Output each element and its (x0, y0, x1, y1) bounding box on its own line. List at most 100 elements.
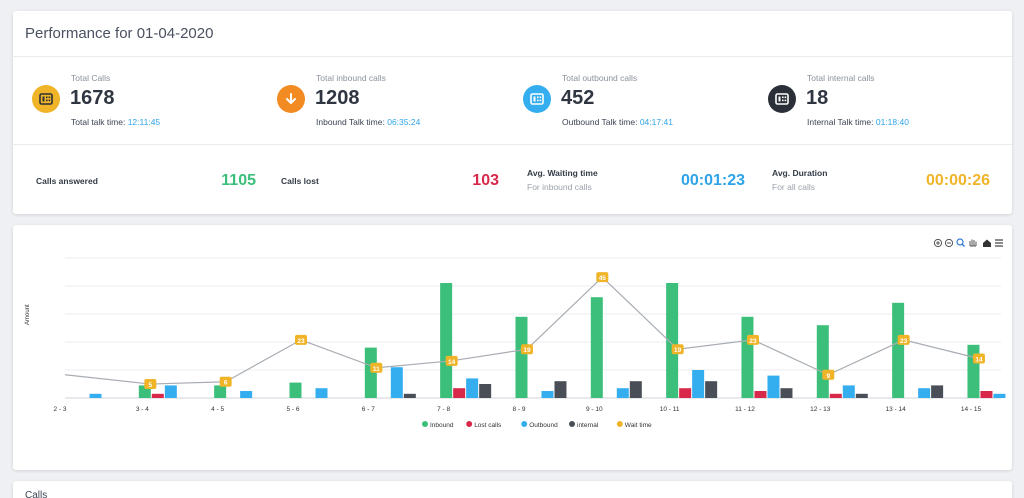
data-label: 23 (749, 338, 757, 345)
wait-time-marker (445, 355, 458, 366)
bar-outbound (466, 378, 479, 398)
stat-sub-value: 06:35:24 (387, 117, 421, 127)
zoom-in-icon[interactable] (933, 238, 943, 248)
legend-label: internal (577, 422, 599, 429)
chart-toolbar (933, 238, 1003, 248)
x-tick-label: 4 - 5 (211, 406, 224, 413)
bar-internal (931, 385, 944, 398)
calls-title: Calls (25, 490, 48, 498)
kpi-calls-lost: Calls lost 103 (271, 161, 499, 201)
x-tick-label: 7 - 8 (437, 406, 450, 413)
wait-time-marker (370, 362, 383, 373)
bar-internal (705, 381, 718, 398)
divider (13, 144, 1012, 145)
stat-sub-label: Outbound Talk time: (562, 117, 638, 127)
stat-sub-label: Internal Talk time: (807, 117, 874, 127)
magnify-icon[interactable] (956, 238, 965, 247)
wait-time-marker (972, 353, 985, 364)
page-title: Performance for 01-04-2020 (25, 25, 214, 42)
home-icon[interactable] (983, 239, 991, 248)
stat-sub-label: Total talk time: (71, 117, 126, 127)
wait-time-marker (144, 379, 157, 390)
x-tick-label: 11 - 12 (735, 406, 755, 413)
stat-value: 452 (561, 87, 595, 109)
bar-outbound (315, 388, 328, 398)
legend-marker (521, 421, 528, 427)
kpi-value: 00:01:23 (680, 172, 745, 189)
bar-lost-calls (151, 393, 164, 398)
legend-marker (616, 421, 623, 427)
bar-outbound (390, 367, 403, 398)
kpi-value: 103 (472, 172, 499, 189)
stat-label: Total internal calls (807, 73, 875, 83)
wait-time-marker (746, 334, 759, 345)
stat-total-calls: Total Calls 1678 Total talk time: 12:11:… (26, 71, 266, 131)
bar-internal (554, 381, 567, 398)
bar-outbound (541, 391, 554, 398)
menu-icon[interactable] (995, 239, 1003, 247)
legend-marker (466, 421, 473, 427)
bar-lost-calls (453, 388, 466, 398)
stat-sub: Outbound Talk time: 04:17:41 (562, 117, 673, 127)
arrow-down-icon (277, 85, 305, 113)
wait-time-marker (671, 344, 684, 355)
bar-internal (780, 388, 793, 398)
kpi-value: 1105 (221, 172, 256, 189)
kpi-avg-duration: Avg. Duration For all calls 00:00:26 (762, 161, 990, 201)
stat-outbound-calls: Total outbound calls 452 Outbound Talk t… (517, 71, 757, 131)
x-tick-label: 8 - 9 (512, 406, 525, 413)
bar-outbound (89, 393, 102, 398)
kpi-label: Calls lost (281, 176, 319, 186)
legend-label: Lost calls (474, 422, 502, 429)
bar-inbound (666, 283, 679, 398)
stat-sub: Inbound Talk time: 06:35:24 (316, 117, 420, 127)
wait-time-marker (897, 334, 910, 345)
stat-sub-value: 12:11:45 (127, 117, 161, 127)
bar-outbound (993, 393, 1006, 398)
bar-internal (403, 393, 416, 398)
x-tick-label: 5 - 6 (286, 406, 299, 413)
wait-time-marker (596, 272, 609, 283)
data-label: 23 (900, 338, 908, 345)
x-tick-label: 6 - 7 (362, 406, 375, 413)
stat-sub: Total talk time: 12:11:45 (71, 117, 160, 127)
bar-inbound (440, 283, 453, 398)
wait-time-marker (822, 369, 835, 380)
stat-inbound-calls: Total inbound calls 1208 Inbound Talk ti… (271, 71, 511, 131)
bar-inbound (364, 347, 377, 398)
bar-outbound (240, 391, 253, 398)
stat-internal-calls: Total internal calls 18 Internal Talk ti… (762, 71, 1002, 131)
bar-outbound (692, 370, 705, 398)
legend-label: Inbound (430, 422, 454, 429)
stat-sub-label: Inbound Talk time: (316, 117, 385, 127)
kpi-sub: For inbound calls (527, 182, 592, 192)
data-label: 19 (674, 347, 682, 354)
data-label: 19 (523, 347, 531, 354)
zoom-out-icon[interactable] (944, 238, 954, 248)
data-label: 23 (297, 338, 305, 345)
bar-outbound (164, 385, 177, 398)
phone-icon (32, 85, 60, 113)
bar-inbound (515, 316, 528, 398)
stat-sub-value: 04:17:41 (639, 117, 673, 127)
bar-lost-calls (679, 388, 692, 398)
bar-outbound (918, 388, 931, 398)
bar-lost-calls (980, 391, 993, 398)
legend-label: Outbound (529, 422, 558, 429)
bar-inbound (590, 297, 603, 398)
bar-inbound (892, 302, 905, 398)
kpi-sub: For all calls (772, 182, 815, 192)
bar-inbound (967, 344, 980, 398)
stat-sub: Internal Talk time: 01:18:40 (807, 117, 909, 127)
kpi-value: 00:00:26 (925, 172, 990, 189)
pan-icon[interactable] (969, 239, 977, 247)
legend-marker (569, 421, 575, 427)
y-axis-label: Amount (25, 304, 31, 325)
phone-icon (768, 85, 796, 113)
data-label: 14 (448, 359, 456, 366)
kpi-label: Avg. Waiting time (527, 168, 598, 178)
calls-chart: Amount 5 6 23 11 14 19 45 19 23 9 23 14 2 - 3 3 - 4 4… (25, 238, 1006, 429)
bar-internal (479, 384, 492, 398)
kpi-label: Calls answered (36, 176, 98, 186)
bar-outbound (616, 388, 629, 398)
